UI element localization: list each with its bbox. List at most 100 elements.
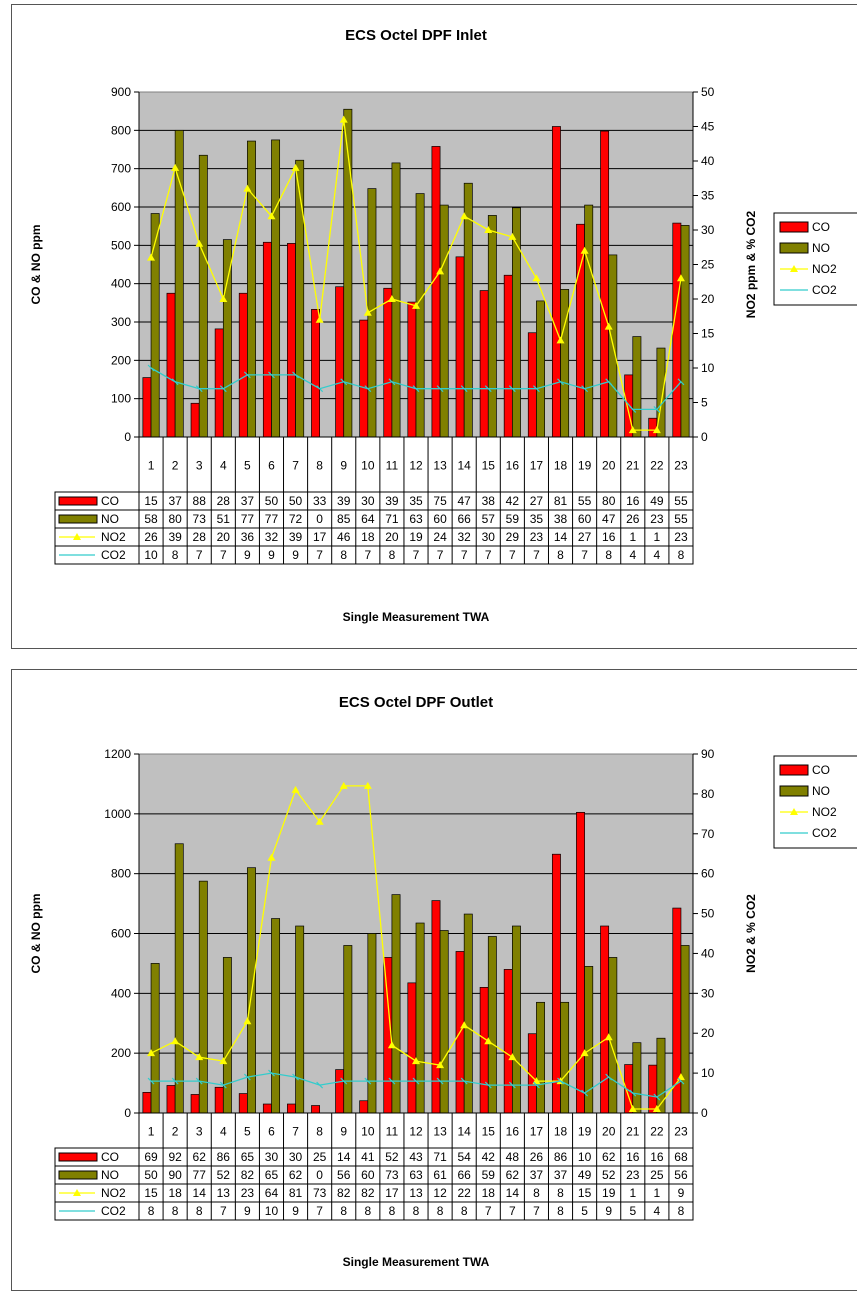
table-cell: 85 bbox=[337, 512, 351, 526]
table-cell: 39 bbox=[168, 530, 182, 544]
category-label: 11 bbox=[386, 459, 399, 473]
table-cell: 64 bbox=[265, 1186, 279, 1200]
point-co2 bbox=[484, 385, 492, 393]
point-no2 bbox=[532, 274, 541, 282]
table-cell: 9 bbox=[292, 548, 299, 562]
table-cell: 17 bbox=[313, 530, 327, 544]
table-cell: 14 bbox=[506, 1186, 520, 1200]
point-co2 bbox=[557, 378, 564, 386]
y2-tick-label: 15 bbox=[701, 327, 715, 341]
table-cell: 90 bbox=[168, 1168, 182, 1182]
table-cell: 25 bbox=[650, 1168, 664, 1182]
point-no2 bbox=[676, 274, 685, 282]
bar-co bbox=[359, 1100, 369, 1114]
table-cell: 39 bbox=[385, 494, 399, 508]
table-header-row bbox=[138, 436, 694, 493]
point-co2 bbox=[147, 1077, 155, 1085]
category-label: 6 bbox=[268, 1125, 275, 1139]
table-cell: 9 bbox=[268, 548, 275, 562]
table-cell: 62 bbox=[602, 1150, 616, 1164]
bar-no bbox=[271, 139, 281, 438]
point-co2 bbox=[557, 1077, 564, 1085]
point-co2 bbox=[460, 1077, 468, 1085]
bar-no bbox=[415, 922, 425, 1114]
point-no2 bbox=[291, 785, 300, 793]
point-no2 bbox=[436, 267, 445, 275]
point-co2 bbox=[533, 1081, 540, 1089]
table-series-label: CO bbox=[101, 494, 119, 508]
table-cell: 7 bbox=[509, 1204, 516, 1218]
point-co2 bbox=[677, 1077, 685, 1085]
category-label: 16 bbox=[506, 459, 520, 473]
point-no2 bbox=[484, 226, 493, 233]
legend-key-no bbox=[779, 785, 809, 797]
table-series-label: NO2 bbox=[101, 530, 126, 544]
table-header-row bbox=[138, 1112, 694, 1149]
category-label: 8 bbox=[316, 459, 323, 473]
table-cell: 58 bbox=[144, 512, 158, 526]
category-label: 21 bbox=[626, 1125, 640, 1139]
point-no2 bbox=[171, 163, 180, 171]
table-row bbox=[54, 1201, 694, 1221]
table-cell: 48 bbox=[506, 1150, 520, 1164]
y2-tick-label: 20 bbox=[701, 1026, 715, 1040]
table-cell: 38 bbox=[554, 512, 568, 526]
y2-tick-label: 40 bbox=[701, 946, 715, 960]
point-no2 bbox=[484, 1037, 493, 1045]
table-cell: 57 bbox=[482, 512, 496, 526]
point-co2 bbox=[581, 385, 589, 393]
y2-tick-label: 10 bbox=[701, 1066, 715, 1080]
point-no2 bbox=[315, 315, 324, 323]
table-cell: 7 bbox=[509, 548, 516, 562]
point-no2 bbox=[339, 115, 348, 123]
table-cell: 62 bbox=[506, 1168, 520, 1182]
legend-label: NO2 bbox=[812, 805, 837, 819]
table-cell: 72 bbox=[289, 512, 303, 526]
bar-co bbox=[455, 256, 465, 438]
table-cell: 15 bbox=[144, 1186, 158, 1200]
point-co2 bbox=[364, 1077, 372, 1085]
y2-tick-label: 0 bbox=[701, 1106, 708, 1120]
point-no2 bbox=[219, 1057, 228, 1065]
bar-co bbox=[335, 1069, 345, 1114]
point-co2 bbox=[460, 385, 468, 393]
bar-co bbox=[479, 290, 489, 438]
y-axis-title: CO & NO ppm bbox=[29, 894, 43, 974]
table-cell: 8 bbox=[605, 548, 612, 562]
table-key-marker bbox=[73, 533, 81, 540]
table-cell: 15 bbox=[144, 494, 158, 508]
table-cell: 52 bbox=[385, 1150, 399, 1164]
table-cell: 63 bbox=[409, 512, 423, 526]
table-cell: 8 bbox=[172, 548, 179, 562]
table-cell: 7 bbox=[437, 548, 444, 562]
category-label: 23 bbox=[674, 459, 688, 473]
table-key-no bbox=[58, 514, 98, 524]
point-no2 bbox=[580, 246, 589, 254]
table-cell: 7 bbox=[413, 548, 420, 562]
point-no2 bbox=[412, 1057, 420, 1065]
legend-key-co bbox=[779, 764, 809, 776]
point-no2 bbox=[436, 1061, 445, 1069]
category-label: 19 bbox=[578, 459, 592, 473]
legend-label: CO2 bbox=[812, 826, 837, 840]
category-label: 9 bbox=[340, 459, 347, 473]
bar-no bbox=[439, 930, 449, 1114]
bar-co bbox=[262, 241, 272, 438]
point-co2 bbox=[605, 378, 613, 386]
table-cell: 18 bbox=[482, 1186, 496, 1200]
point-no2 bbox=[628, 426, 637, 434]
table-cell: 25 bbox=[313, 1150, 327, 1164]
bar-co bbox=[551, 126, 561, 438]
table-key-no bbox=[58, 1170, 98, 1180]
table-cell: 7 bbox=[461, 548, 468, 562]
table-cell: 8 bbox=[678, 1204, 685, 1218]
category-label: 18 bbox=[554, 459, 568, 473]
table-cell: 28 bbox=[193, 530, 207, 544]
point-no2 bbox=[387, 1041, 396, 1049]
table-cell: 8 bbox=[678, 548, 685, 562]
table-cell: 16 bbox=[650, 1150, 664, 1164]
point-no2 bbox=[291, 163, 300, 171]
bar-co bbox=[166, 292, 176, 438]
table-cell: 22 bbox=[457, 1186, 471, 1200]
bar-co bbox=[600, 925, 610, 1114]
